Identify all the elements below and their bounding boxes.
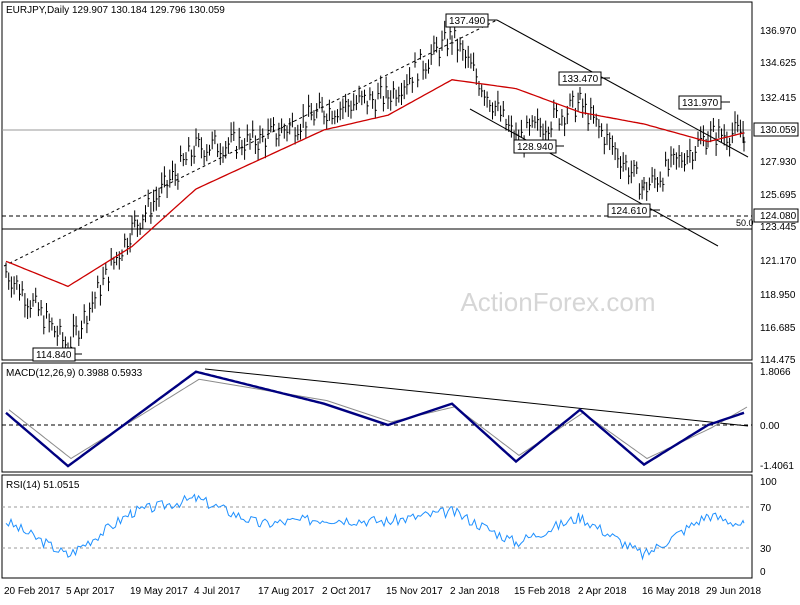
price-tick: 127.930: [760, 157, 797, 168]
macd-tick: 1.8066: [760, 367, 791, 378]
x-tick: 2 Jan 2018: [450, 586, 500, 597]
fib-50-label: 50.0: [736, 218, 754, 228]
price-tick: 121.170: [760, 256, 797, 267]
level-124080-box: [753, 208, 799, 223]
rsi-tick: 0: [760, 567, 766, 578]
current-price-label: 130.059: [760, 125, 797, 136]
rsi-tick: 100: [760, 477, 777, 488]
price-panel: [1, 1, 753, 361]
x-tick: 4 Jul 2017: [194, 586, 241, 597]
x-tick: 29 Jun 2018: [706, 586, 761, 597]
annotation-124610: 124.610: [611, 206, 648, 217]
macd-signal-line: [8, 378, 748, 460]
annotation-137490: 137.490: [449, 16, 486, 27]
price-tick: 132.415: [760, 93, 797, 104]
rsi-panel-header: RSI(14) 51.0515: [6, 480, 80, 491]
price-tick: 134.625: [760, 58, 797, 69]
rsi-panel: [1, 474, 753, 579]
x-tick: 2 Apr 2018: [578, 586, 627, 597]
macd-line: [5, 370, 745, 468]
rsi-y-axis: 100 70 30 0: [760, 477, 777, 578]
annotation-114840: 114.840: [36, 350, 72, 361]
macd-panel-header: MACD(12,26,9) 0.3988 0.5933: [6, 368, 143, 379]
rsi-line: [5, 493, 745, 561]
x-tick: 5 Apr 2017: [66, 586, 115, 597]
rsi-tick: 30: [760, 544, 772, 555]
x-tick: 2 Oct 2017: [322, 586, 371, 597]
price-tick: 123.445: [760, 222, 797, 233]
x-tick: 17 Aug 2017: [258, 586, 315, 597]
price-y-axis: 136.970 134.625 132.415 127.930 125.695 …: [760, 26, 797, 366]
x-tick: 15 Nov 2017: [386, 586, 443, 597]
rising-trendline: [3, 19, 498, 267]
x-axis: 20 Feb 2017 5 Apr 2017 19 May 2017 4 Jul…: [4, 586, 761, 597]
price-bars: [5, 20, 746, 360]
moving-average-line: [5, 79, 745, 288]
watermark-text: ActionForex.com: [460, 287, 655, 317]
price-panel-header: EURJPY,Daily 129.907 130.184 129.796 130…: [6, 5, 225, 16]
x-tick: 16 May 2018: [642, 586, 700, 597]
x-tick: 15 Feb 2018: [514, 586, 571, 597]
rsi-tick: 70: [760, 503, 772, 514]
price-tick: 136.970: [760, 26, 797, 37]
level-124080-label: 124.080: [760, 211, 797, 222]
annotation-131970: 131.970: [682, 98, 719, 109]
annotation-133470: 133.470: [562, 74, 599, 85]
macd-y-axis: 1.8066 0.00 -1.4061: [760, 367, 794, 472]
annotation-128940: 128.940: [517, 142, 554, 153]
falling-channel-upper: [496, 19, 749, 158]
macd-trendline: [204, 368, 749, 427]
price-tick: 118.950: [760, 290, 796, 301]
price-tick: 114.475: [760, 355, 796, 366]
price-tick: 116.685: [760, 323, 796, 334]
x-tick: 20 Feb 2017: [4, 586, 61, 597]
current-price-box: [753, 122, 799, 137]
price-annotations: 137.490 133.470 131.970 128.940 124.610 …: [32, 13, 730, 362]
macd-tick: -1.4061: [760, 461, 794, 472]
price-tick: 125.695: [760, 190, 797, 201]
x-tick: 19 May 2017: [130, 586, 188, 597]
macd-tick: 0.00: [760, 421, 780, 432]
